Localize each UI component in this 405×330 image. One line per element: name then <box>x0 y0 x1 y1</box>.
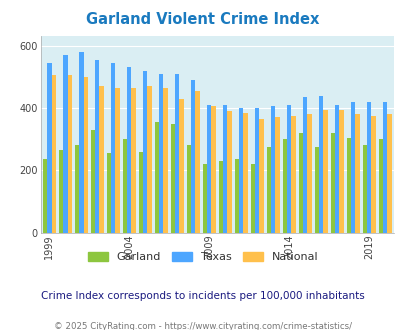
Bar <box>171 123 175 233</box>
Bar <box>111 63 115 233</box>
Bar <box>123 139 127 233</box>
Bar <box>191 80 195 233</box>
Text: Crime Index corresponds to incidents per 100,000 inhabitants: Crime Index corresponds to incidents per… <box>41 291 364 301</box>
Bar <box>75 146 79 233</box>
Bar <box>175 74 179 233</box>
Bar <box>366 102 370 233</box>
Legend: Garland, Texas, National: Garland, Texas, National <box>83 248 322 267</box>
Bar <box>322 110 327 233</box>
Bar <box>330 133 334 233</box>
Bar <box>186 146 191 233</box>
Bar <box>254 108 259 233</box>
Bar <box>350 102 354 233</box>
Bar <box>147 86 151 233</box>
Bar <box>275 117 279 233</box>
Bar <box>127 67 131 233</box>
Bar <box>115 88 119 233</box>
Bar <box>382 102 386 233</box>
Bar <box>202 164 207 233</box>
Bar <box>143 71 147 233</box>
Bar <box>59 150 63 233</box>
Bar <box>51 75 56 233</box>
Bar <box>298 133 302 233</box>
Text: Garland Violent Crime Index: Garland Violent Crime Index <box>86 12 319 26</box>
Bar <box>290 116 295 233</box>
Bar <box>95 60 99 233</box>
Bar <box>83 77 87 233</box>
Bar <box>234 159 239 233</box>
Bar <box>139 151 143 233</box>
Bar <box>179 99 183 233</box>
Bar <box>286 105 290 233</box>
Bar <box>154 122 159 233</box>
Bar <box>211 106 215 233</box>
Bar <box>107 153 111 233</box>
Bar <box>259 119 263 233</box>
Bar <box>282 139 286 233</box>
Bar <box>159 74 163 233</box>
Bar <box>243 113 247 233</box>
Bar <box>207 105 211 233</box>
Bar <box>334 105 339 233</box>
Bar <box>163 88 167 233</box>
Bar <box>67 75 72 233</box>
Bar <box>370 116 375 233</box>
Bar <box>239 108 243 233</box>
Bar <box>386 114 390 233</box>
Bar <box>99 86 104 233</box>
Bar <box>250 164 254 233</box>
Bar <box>354 114 359 233</box>
Bar <box>222 105 227 233</box>
Bar <box>91 130 95 233</box>
Bar <box>47 63 51 233</box>
Bar <box>270 106 275 233</box>
Bar <box>195 91 199 233</box>
Bar <box>377 139 382 233</box>
Bar <box>43 159 47 233</box>
Bar <box>346 138 350 233</box>
Bar <box>227 111 231 233</box>
Bar <box>131 88 135 233</box>
Bar <box>318 95 322 233</box>
Text: © 2025 CityRating.com - https://www.cityrating.com/crime-statistics/: © 2025 CityRating.com - https://www.city… <box>54 322 351 330</box>
Bar <box>218 161 222 233</box>
Bar <box>362 146 366 233</box>
Bar <box>79 52 83 233</box>
Bar <box>339 110 343 233</box>
Bar <box>314 147 318 233</box>
Bar <box>63 55 67 233</box>
Bar <box>307 114 311 233</box>
Bar <box>266 147 270 233</box>
Bar <box>302 97 307 233</box>
